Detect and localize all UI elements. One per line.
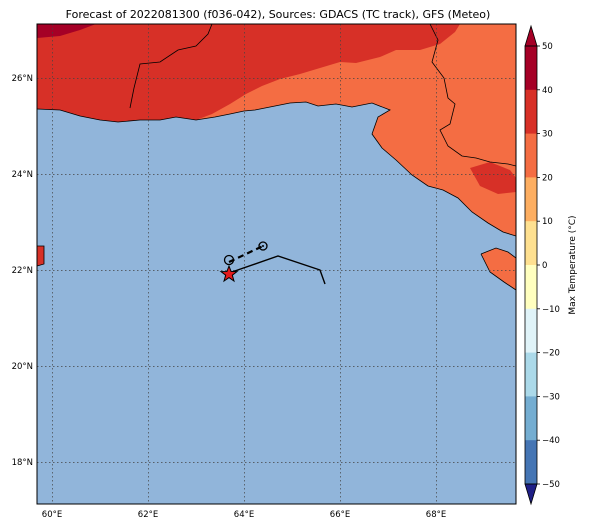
colorbar-swatch [525,308,537,354]
lat-tick-label: 24°N [12,170,33,180]
colorbar-swatch [525,396,537,441]
lon-tick-label: 68°E [426,510,446,520]
lon-tick-label: 60°E [42,510,62,520]
land-temperature-30-40 [37,24,460,122]
colorbar-swatch [525,177,537,222]
star-icon [219,264,239,283]
colorbar-tick-label: 30 [542,130,553,140]
colorbar-swatch [525,46,537,91]
lat-tick-label: 26°N [12,74,33,84]
colorbar-tick-label: −30 [542,392,560,402]
latitude-axis: 26°N 24°N 22°N 20°N 18°N [12,74,33,468]
colorbar-swatch [525,89,537,135]
map-panel [37,24,516,504]
lon-tick-label: 66°E [330,510,350,520]
cyclone-forecast-track [228,245,264,263]
colorbar-label: Max Temperature (°C) [568,215,578,314]
map-frame [36,23,517,505]
country-borders [129,24,516,167]
lon-tick-label: 64°E [234,510,254,520]
figure-title: Forecast of 2022081300 (f036-042), Sourc… [66,8,491,21]
colorbar-arrow-bottom [524,483,538,506]
colorbar-tick-label: 0 [542,261,547,271]
colorbar-tick-label: 50 [542,42,553,52]
colorbar-swatches [525,46,537,485]
lat-tick-label: 20°N [12,362,33,372]
colorbar-swatch [525,221,537,266]
colorbar-arrow-top [524,24,538,47]
lat-tick-label: 18°N [12,458,33,468]
land-temperature-40-50 [37,24,96,38]
land-patch-west [37,246,44,266]
land-peninsula-east [481,248,516,290]
colorbar-tick-label: 10 [542,217,553,227]
coastline [37,101,516,291]
colorbar-tick-label: 40 [542,86,553,96]
circle-dot-icon [223,254,235,266]
circle-dot-icon [258,241,268,251]
lon-tick-label: 62°E [138,510,158,520]
cyclone-past-track [228,255,326,285]
colorbar-tick-label: −20 [542,349,560,359]
colorbar-tick-label: 20 [542,173,553,183]
colorbar-swatch [525,440,537,485]
land-temperature-30-40-east [470,162,516,194]
map-gridlines [37,24,516,504]
colorbar-tick-label: −50 [542,480,560,490]
lat-tick-label: 22°N [12,266,33,276]
colorbar: 50 40 30 20 10 0 −10 −20 −30 −40 −50 Max Temperatu… [524,24,578,506]
colorbar-swatch [525,352,537,397]
colorbar-swatch [525,265,537,310]
longitude-axis: 60°E 62°E 64°E 66°E 68°E [42,510,446,520]
colorbar-tick-label: −10 [542,305,560,315]
colorbar-swatch [525,133,537,178]
colorbar-ticks: 50 40 30 20 10 0 −10 −20 −30 −40 −50 [537,42,560,490]
colorbar-tick-label: −40 [542,436,560,446]
